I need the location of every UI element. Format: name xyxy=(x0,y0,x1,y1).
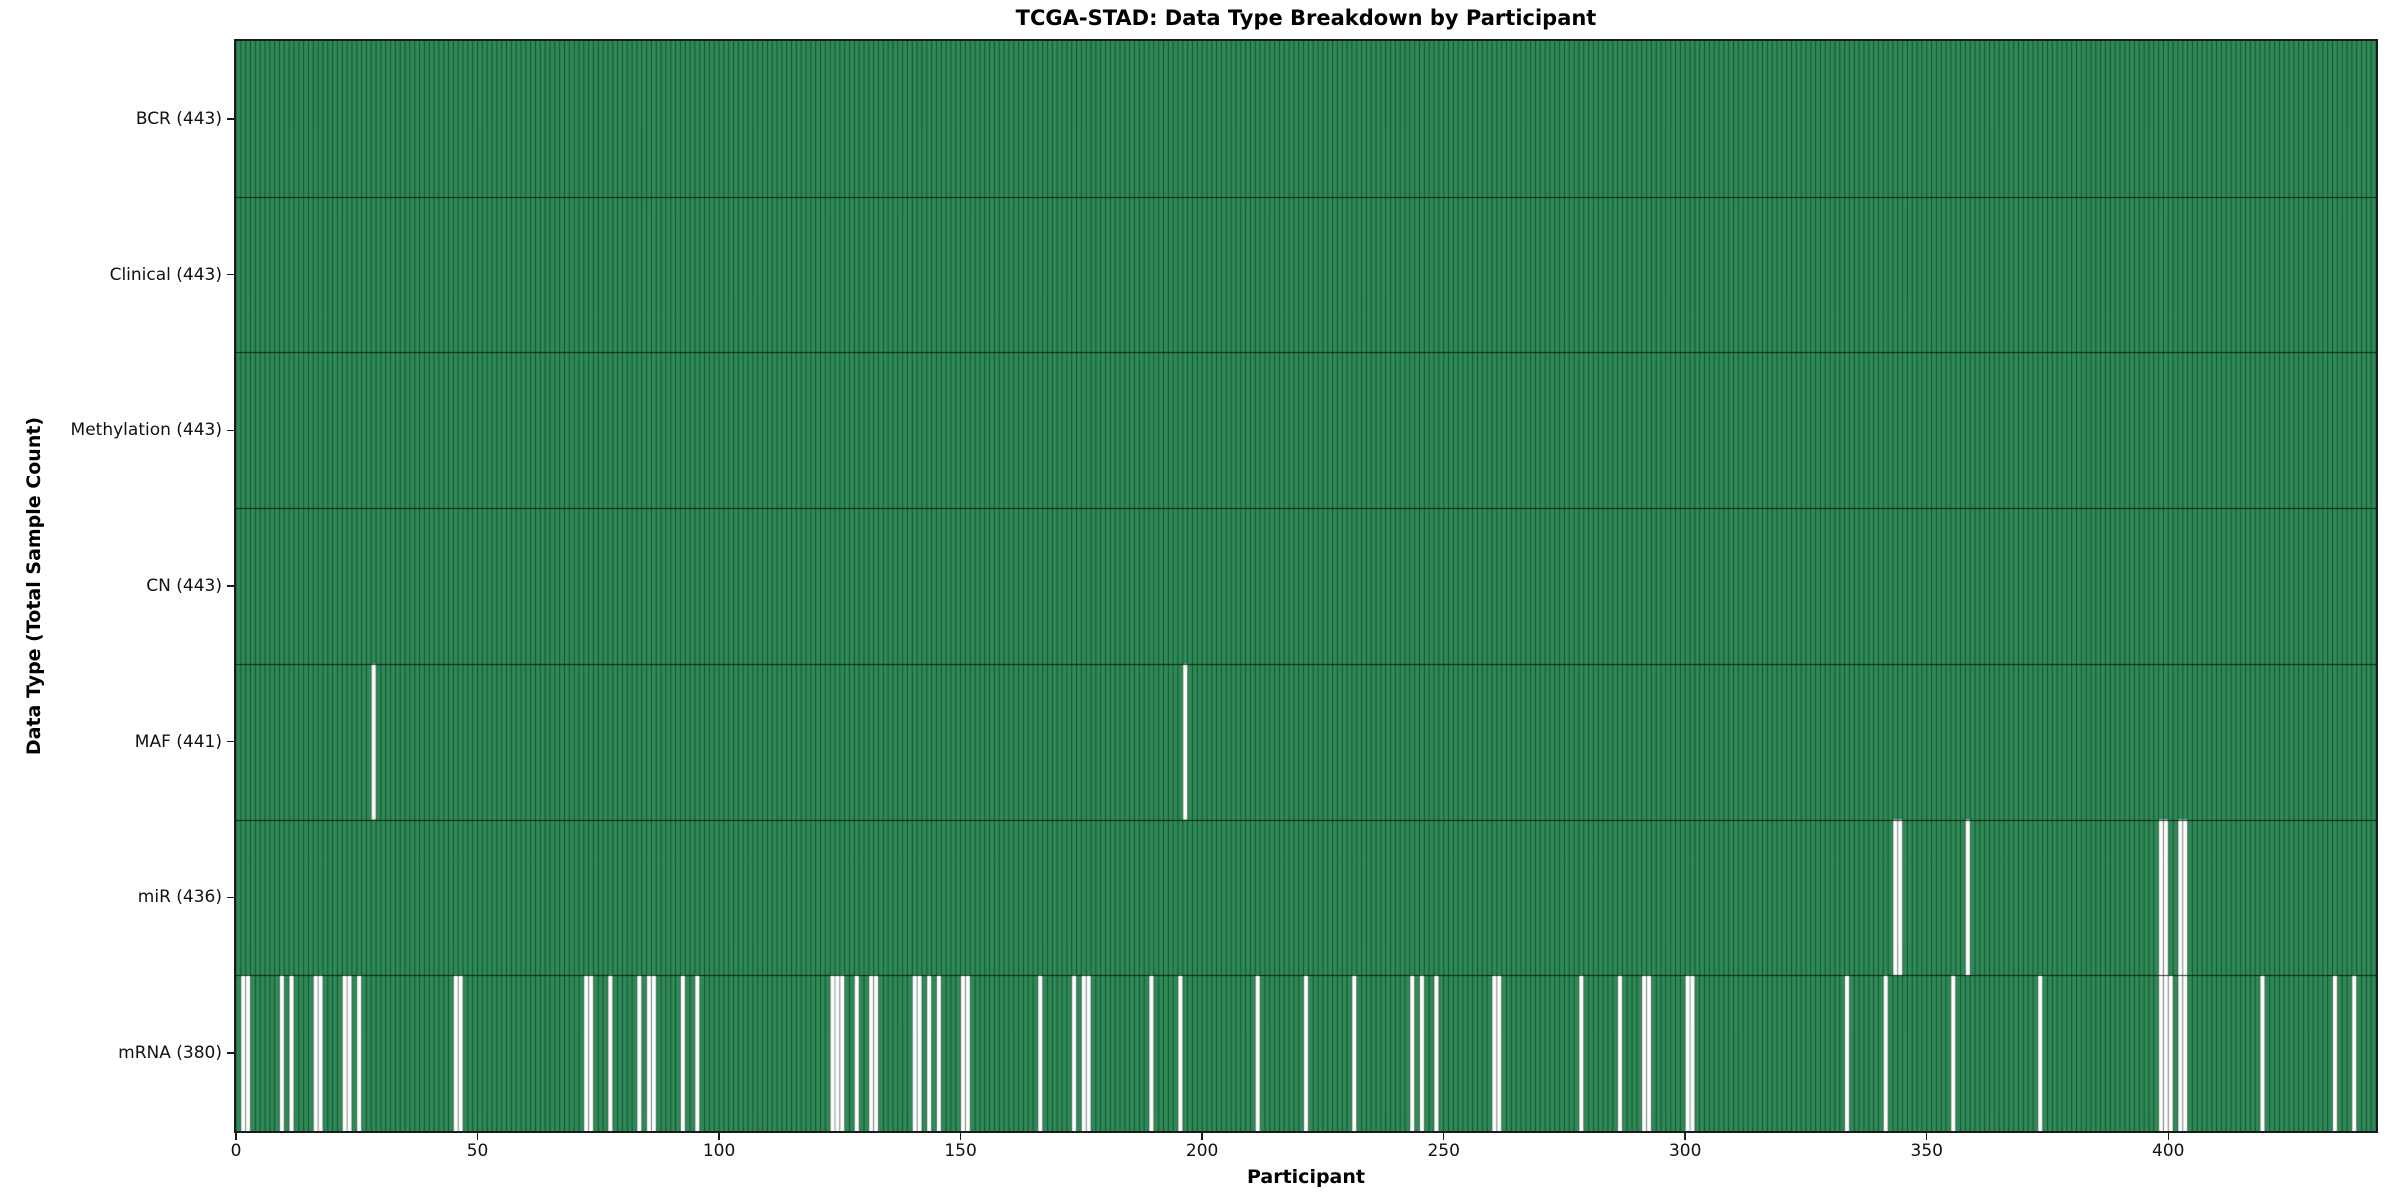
x-tick-mark xyxy=(1684,1133,1686,1140)
x-tick-mark xyxy=(1201,1133,1203,1140)
y-tick-label: BCR (443) xyxy=(135,108,222,129)
y-tick-mark xyxy=(227,429,234,432)
x-tick-label: 150 xyxy=(944,1141,977,1161)
x-tick-mark xyxy=(718,1133,720,1140)
y-tick-label: mRNA (380) xyxy=(118,1043,222,1064)
plot-area: Present Absent xyxy=(234,39,2378,1133)
x-tick-mark xyxy=(2167,1133,2170,1140)
x-tick-label: 100 xyxy=(702,1141,736,1161)
x-tick-label: 350 xyxy=(1910,1141,1943,1161)
x-tick-label: 300 xyxy=(1668,1141,1702,1161)
y-tick-mark xyxy=(227,1052,234,1054)
x-tick-mark xyxy=(1925,1133,1928,1140)
y-tick-mark xyxy=(227,585,234,587)
x-tick-label: 200 xyxy=(1185,1141,1219,1161)
y-tick-mark xyxy=(227,118,234,120)
x-tick-label: 0 xyxy=(230,1141,242,1161)
y-tick-mark xyxy=(227,740,234,743)
y-tick-mark xyxy=(227,896,234,899)
x-tick-label: 400 xyxy=(2152,1141,2185,1161)
y-tick-label: MAF (441) xyxy=(134,731,222,752)
x-axis-label: Participant xyxy=(1246,1166,1365,1188)
y-tick-label: CN (443) xyxy=(146,576,222,596)
heatmap-canvas xyxy=(236,41,2376,1131)
x-tick-mark xyxy=(1442,1133,1445,1140)
y-tick-label: miR (436) xyxy=(137,887,222,908)
y-tick-label: Clinical (443) xyxy=(109,264,222,285)
x-tick-label: 50 xyxy=(466,1141,489,1161)
x-tick-label: 250 xyxy=(1427,1141,1460,1161)
x-tick-mark xyxy=(476,1133,479,1140)
x-tick-mark xyxy=(959,1133,962,1140)
y-tick-mark xyxy=(227,273,234,276)
chart-title: TCGA-STAD: Data Type Breakdown by Partic… xyxy=(1015,6,1597,30)
y-tick-label: Methylation (443) xyxy=(70,420,222,441)
x-tick-mark xyxy=(235,1133,237,1140)
